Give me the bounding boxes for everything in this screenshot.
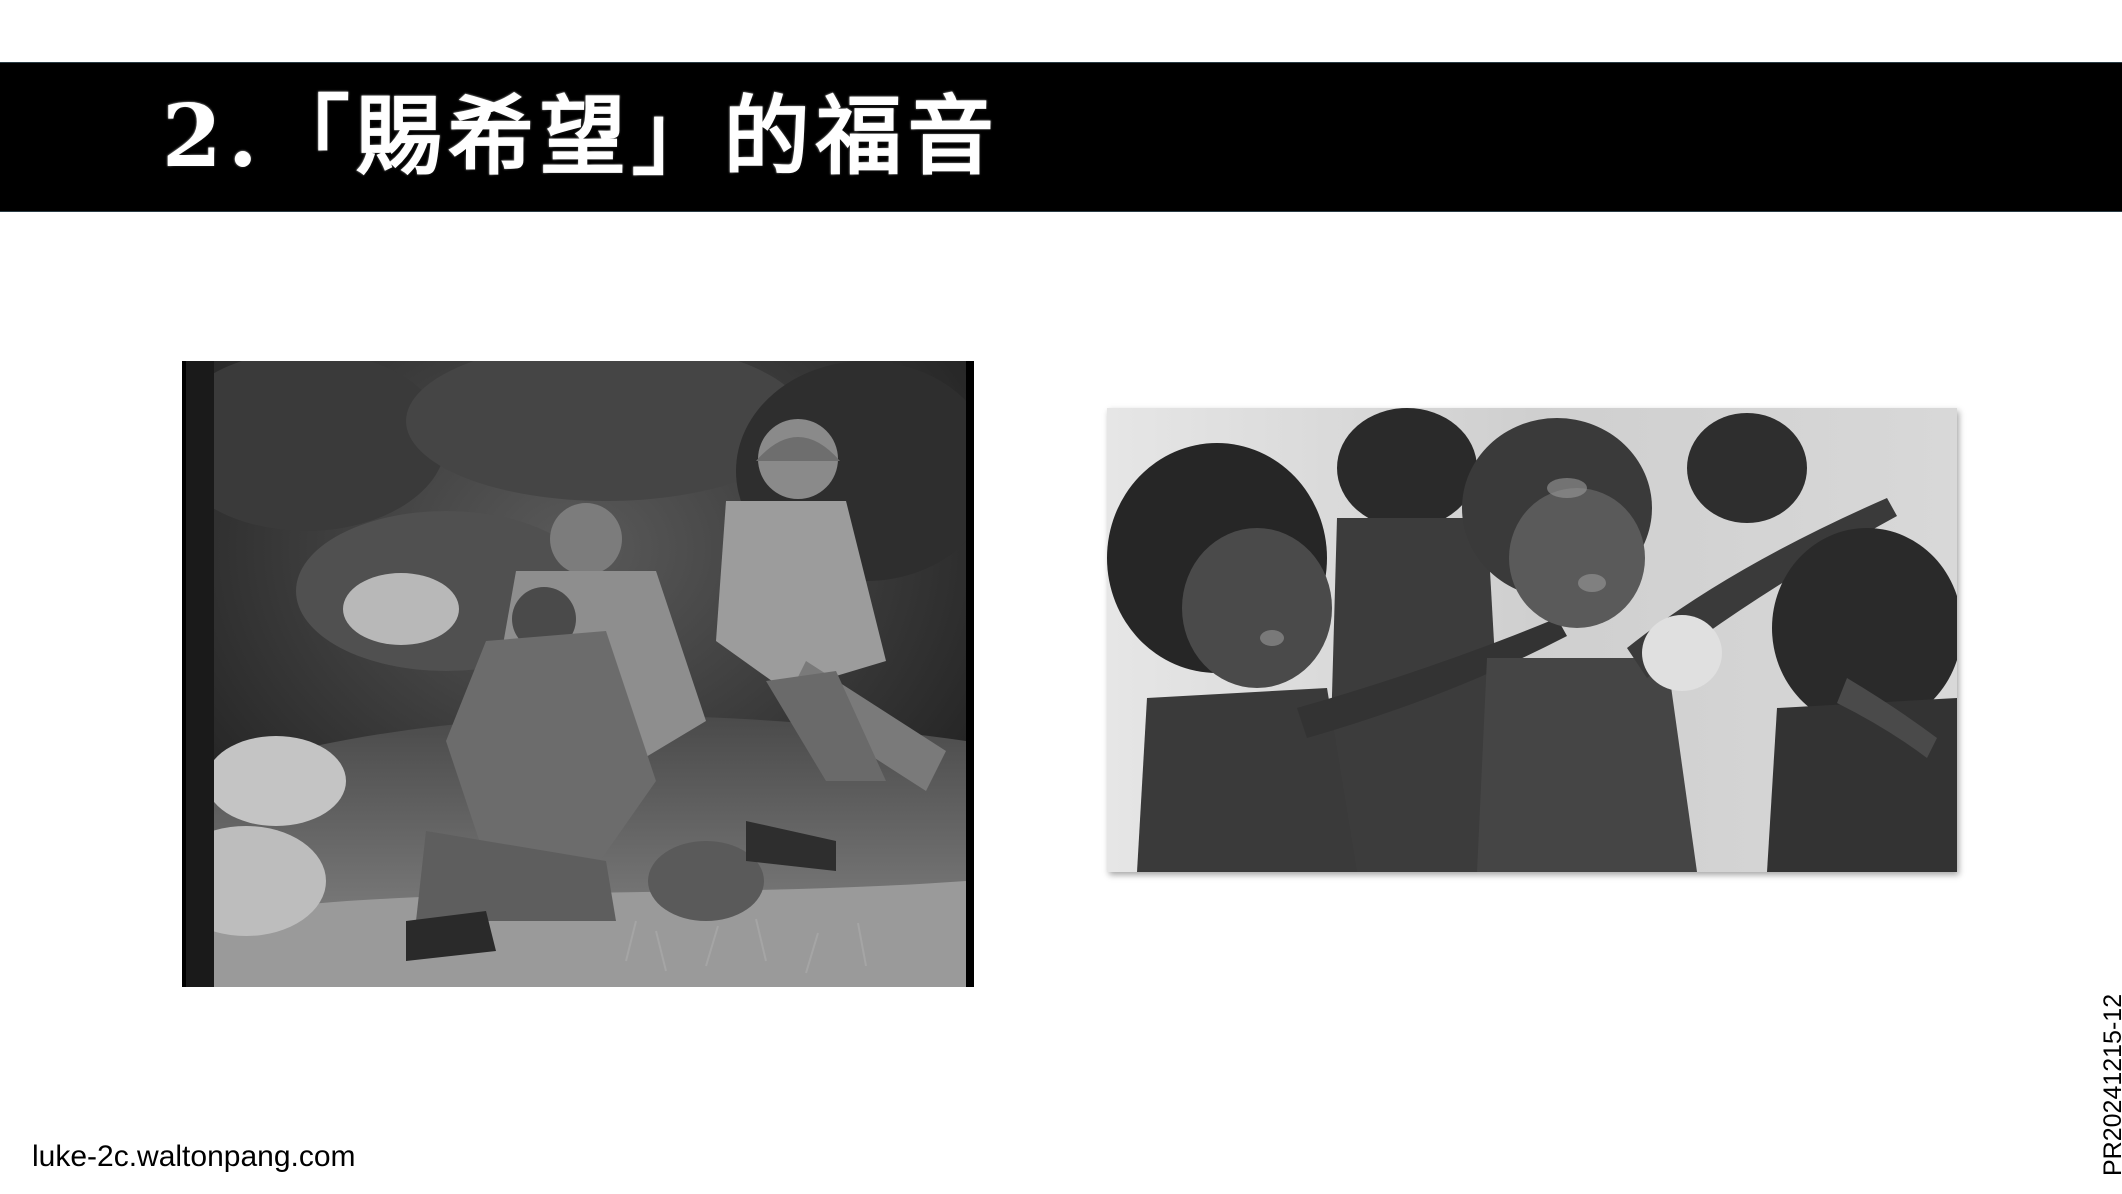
footer-url: luke-2c.waltonpang.com (32, 1140, 356, 1173)
slide-code: PR20241215-12 (2099, 993, 2122, 1176)
slide-title: 2.「賜希望」的福音 (162, 86, 1000, 187)
hungry-children-photo (1107, 408, 1957, 872)
title-bar: 2.「賜希望」的福音 (0, 62, 2122, 212)
soldiers-comforting-photo (182, 361, 974, 987)
